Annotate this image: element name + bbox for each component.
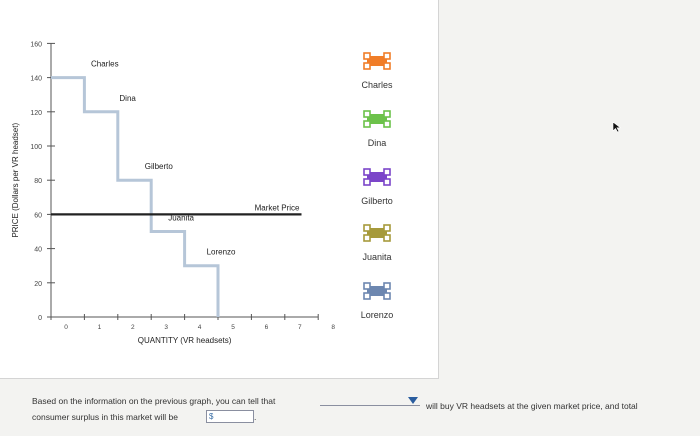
legend-marker-shape	[367, 56, 387, 66]
y-tick-label: 60	[34, 212, 42, 219]
legend-marker-shape	[383, 120, 391, 128]
olive-step-marker-icon[interactable]	[360, 224, 394, 242]
legend-item-gilberto[interactable]: Gilberto	[338, 168, 416, 206]
legend-marker-shape	[383, 282, 391, 290]
legend-marker-shape	[383, 62, 391, 70]
y-axis-title: PRICE (Dollars per VR headset)	[11, 123, 20, 238]
x-tick-label: 0	[64, 324, 68, 331]
legend-marker-shape	[363, 282, 371, 290]
legend-label-juanita: Juanita	[362, 252, 392, 262]
y-tick-label: 160	[30, 41, 42, 48]
x-tick-label: 2	[131, 324, 135, 331]
blue-step-marker-icon[interactable]	[360, 282, 394, 300]
legend-marker-shape	[363, 168, 371, 176]
legend-marker-shape	[383, 52, 391, 60]
legend-label-charles: Charles	[361, 80, 393, 90]
step-labels: Charles Dina Gilberto Juanita Lorenzo	[91, 60, 236, 257]
step-label-gilberto: Gilberto	[145, 162, 174, 171]
legend-item-lorenzo[interactable]: Lorenzo	[338, 282, 416, 320]
x-tick-label: 7	[298, 324, 302, 331]
legend-marker-shape	[367, 172, 387, 182]
y-tick-label: 120	[30, 110, 42, 117]
demand-curve-line	[51, 76, 220, 317]
buyer-count-dropdown[interactable]	[320, 395, 420, 406]
step-label-charles: Charles	[91, 60, 119, 69]
y-tick-label: 40	[34, 247, 42, 254]
legend-marker-shape	[383, 234, 391, 242]
x-tick-label: 3	[164, 324, 168, 331]
legend-marker-shape	[363, 224, 371, 232]
legend-label-gilberto: Gilberto	[361, 196, 393, 206]
legend-marker-shape	[363, 178, 371, 186]
market-price-label: Market Price	[255, 203, 300, 212]
legend-label-dina: Dina	[367, 138, 387, 148]
question-period: .	[254, 412, 257, 422]
y-tick-label: 100	[30, 144, 42, 151]
legend-item-juanita[interactable]: Juanita	[338, 224, 416, 262]
purple-step-marker-icon[interactable]	[360, 168, 394, 186]
market-price-line-group[interactable]: Market Price	[51, 203, 302, 216]
question-text-after-dropdown: will buy VR headsets at the given market…	[426, 401, 638, 411]
consumer-surplus-input[interactable]: $	[206, 410, 254, 423]
chevron-down-icon[interactable]	[407, 396, 419, 405]
x-tick-label: 5	[231, 324, 235, 331]
currency-symbol: $	[209, 412, 214, 421]
step-label-dina: Dina	[119, 94, 136, 103]
question-text-line1: Based on the information on the previous…	[32, 396, 276, 406]
x-axis-title: QUANTITY (VR headsets)	[138, 336, 232, 345]
x-tick-label: 1	[98, 324, 102, 331]
step-label-juanita: Juanita	[168, 214, 194, 223]
y-tick-label: 0	[38, 315, 42, 322]
question-text-line2: consumer surplus in this market will be	[32, 412, 178, 422]
green-step-marker-icon[interactable]	[360, 110, 394, 128]
legend-marker-shape	[363, 52, 371, 60]
legend-marker-shape	[383, 110, 391, 118]
x-tick-label: 6	[265, 324, 269, 331]
legend-marker-shape	[383, 292, 391, 300]
step-label-lorenzo: Lorenzo	[207, 248, 236, 257]
legend-label-lorenzo: Lorenzo	[360, 310, 394, 320]
legend-item-dina[interactable]: Dina	[338, 110, 416, 148]
y-tick-label: 20	[34, 281, 42, 288]
legend-marker-shape	[363, 110, 371, 118]
x-tick-label: 4	[198, 324, 202, 331]
y-tick-label: 140	[30, 76, 42, 83]
legend-marker-shape	[363, 292, 371, 300]
mouse-cursor-icon	[612, 121, 622, 133]
legend-marker-shape	[367, 114, 387, 124]
legend-marker-shape	[367, 228, 387, 238]
graph-panel: 0 20 40 60 80 100 120 140 160 0 1 2 3 4 5 6 7 8 QUANTITY (…	[0, 0, 439, 379]
legend-marker-shape	[383, 168, 391, 176]
demand-steps	[51, 76, 220, 317]
chart-axes: 0 20 40 60 80 100 120 140 160 0 1 2 3 4 5 6 7 8 QUANTITY (…	[11, 41, 335, 345]
legend-item-charles[interactable]: Charles	[338, 52, 416, 90]
legend-marker-shape	[383, 224, 391, 232]
demand-graph[interactable]: 0 20 40 60 80 100 120 140 160 0 1 2 3 4 5 6 7 8 QUANTITY (…	[0, 0, 438, 378]
legend-marker-shape	[363, 120, 371, 128]
legend-marker-shape	[363, 62, 371, 70]
consumer-surplus-value	[213, 412, 215, 421]
orange-step-marker-icon[interactable]	[360, 52, 394, 70]
legend-marker-shape	[383, 178, 391, 186]
y-tick-label: 80	[34, 178, 42, 185]
legend-marker-shape	[367, 286, 387, 296]
legend-marker-shape	[363, 234, 371, 242]
x-tick-label: 8	[331, 324, 335, 331]
